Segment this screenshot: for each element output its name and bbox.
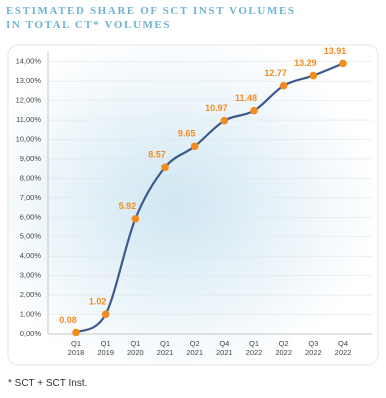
line [75, 62, 344, 334]
point [220, 116, 229, 125]
x-tick-label: Q1 [160, 339, 170, 348]
data-label: 1.02 [89, 297, 107, 307]
x-tick-label: 2022 [275, 348, 292, 357]
y-tick-label: 6,00% [20, 212, 42, 221]
y-tick-label: 2,00% [20, 290, 42, 299]
point [161, 163, 169, 172]
x-tick-label: 2022 [246, 348, 263, 357]
chart-title: ESTIMATED SHARE OF SCT INST VOLUMES IN T… [6, 5, 296, 31]
data-label: 10.97 [205, 103, 228, 113]
x-tick-label: Q4 [219, 339, 229, 348]
chart: 0,00% 1,00% 2,00% 3,00% 4,00% 5,00% 6,00% 7,00%… [7, 44, 379, 366]
point [131, 215, 140, 223]
point [279, 81, 288, 90]
x-tick-label: Q2 [190, 339, 200, 348]
x-tick-label: 2021 [186, 348, 203, 357]
x-tick-label: Q3 [308, 339, 318, 348]
x-tick-label: Q2 [279, 339, 289, 348]
y-tick-label: 9,00% [20, 154, 42, 163]
x-tick-label: Q1 [101, 339, 111, 348]
point [339, 59, 347, 68]
x-tick-label: 2021 [216, 348, 233, 357]
point [250, 106, 258, 115]
x-tick-label: Q1 [71, 339, 81, 348]
point [309, 71, 318, 80]
y-tick-label: 8,00% [20, 173, 42, 182]
point [101, 310, 110, 318]
data-label: 5.92 [119, 201, 137, 211]
x-tick-label: 2020 [127, 348, 144, 357]
data-label: 12.77 [264, 68, 287, 78]
y-tick-label: 3,00% [20, 271, 42, 280]
y-tick-label: 1,00% [20, 310, 42, 319]
x-tick-label: Q1 [249, 339, 259, 348]
y-tick-label: 5,00% [20, 232, 42, 241]
data-label: 13.91 [324, 46, 347, 56]
x-tick-label: 2022 [305, 348, 322, 357]
x-tick-label: 2019 [97, 348, 114, 357]
y-tick-label: 12,00% [16, 96, 42, 105]
data-label: 8.57 [148, 150, 166, 160]
data-label: 0.08 [59, 315, 77, 325]
x-tick-label: 2018 [68, 348, 85, 357]
x-tick-label: Q4 [338, 339, 348, 348]
y-tick-label: 0,00% [20, 329, 42, 338]
point [190, 142, 199, 151]
point [72, 328, 80, 337]
y-tick-label: 11,00% [16, 115, 41, 124]
y-tick-label: 14,00% [16, 57, 42, 66]
y-tick-label: 13,00% [16, 76, 42, 85]
x-tick-label: 2021 [157, 348, 174, 357]
y-tick-label: 7,00% [20, 193, 42, 202]
data-label: 13.29 [294, 58, 317, 68]
y-tick-label: 4,00% [20, 251, 42, 260]
y-tick-label: 10,00% [16, 135, 42, 144]
x-tick-label: Q1 [130, 339, 140, 348]
data-label: 9.65 [178, 129, 196, 139]
chart-panel [7, 44, 379, 366]
x-tick-label: 2022 [335, 348, 352, 357]
data-label: 11.48 [235, 93, 257, 103]
footnote: * SCT + SCT Inst. [8, 378, 88, 389]
